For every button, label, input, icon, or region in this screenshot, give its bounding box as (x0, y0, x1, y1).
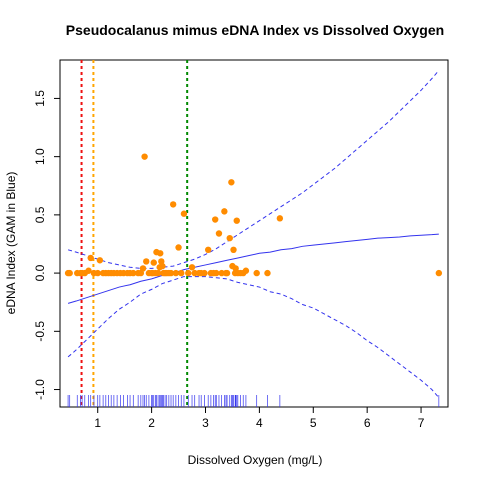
data-point (139, 265, 147, 272)
data-point (96, 257, 104, 264)
data-point (180, 210, 188, 217)
y-tick-label: 1.0 (33, 148, 47, 165)
y-tick-label: 1.5 (33, 90, 47, 107)
plot-frame (59, 59, 449, 408)
data-point (143, 258, 150, 265)
x-tick-label: 4 (256, 416, 263, 430)
data-point (228, 179, 235, 186)
data-point (149, 269, 156, 277)
data-point (212, 216, 219, 223)
x-tick-label: 7 (418, 416, 425, 430)
x-tick-label: 1 (94, 416, 101, 430)
data-point (204, 246, 212, 254)
data-point (201, 269, 208, 277)
data-point (232, 265, 239, 272)
data-point (167, 269, 175, 277)
data-point (226, 234, 233, 242)
data-point (154, 269, 162, 277)
data-point (66, 269, 73, 277)
gam-upper-ci-line (67, 70, 440, 269)
data-point (253, 269, 260, 277)
y-tick-label: -1.0 (33, 379, 47, 400)
gam-fit-line (67, 233, 439, 304)
data-point (188, 264, 196, 271)
data-point (169, 201, 177, 208)
data-point (157, 250, 164, 257)
data-point (172, 269, 180, 277)
data-point (222, 269, 230, 277)
data-point (94, 269, 101, 277)
x-tick-label: 6 (364, 416, 371, 430)
data-point (87, 254, 94, 262)
x-tick-label: 2 (148, 416, 155, 430)
y-tick-label: 0.0 (33, 264, 47, 281)
data-point (175, 244, 182, 251)
data-point (264, 269, 271, 277)
data-point (230, 246, 237, 254)
data-point (185, 269, 192, 277)
plot-area: 1 2 3 4 5 6 7 -1.0 -0.5 0.0 0.5 1.0 1.5 (33, 59, 449, 430)
data-point (178, 269, 185, 277)
data-point (130, 269, 137, 277)
data-point (213, 269, 220, 277)
gam-lower-ci-line (67, 276, 440, 399)
data-point (221, 208, 228, 215)
data-point (150, 259, 157, 266)
y-tick-label: -0.5 (33, 321, 47, 342)
data-point (242, 267, 250, 274)
x-axis-label: Dissolved Oxygen (mg/L) (188, 453, 323, 467)
data-point (215, 230, 223, 237)
data-point (233, 217, 240, 224)
y-tick-label: 0.5 (33, 206, 47, 223)
chart-title: Pseudocalanus mimus eDNA Index vs Dissol… (66, 22, 444, 38)
x-tick-label: 3 (202, 416, 209, 430)
x-tick-label: 5 (310, 416, 317, 430)
data-point (141, 153, 148, 160)
data-point (85, 267, 92, 274)
data-point (435, 269, 443, 277)
y-axis-label: eDNA Index (GAM in Blue) (4, 172, 18, 315)
data-point (276, 215, 284, 222)
data-point (159, 262, 166, 270)
